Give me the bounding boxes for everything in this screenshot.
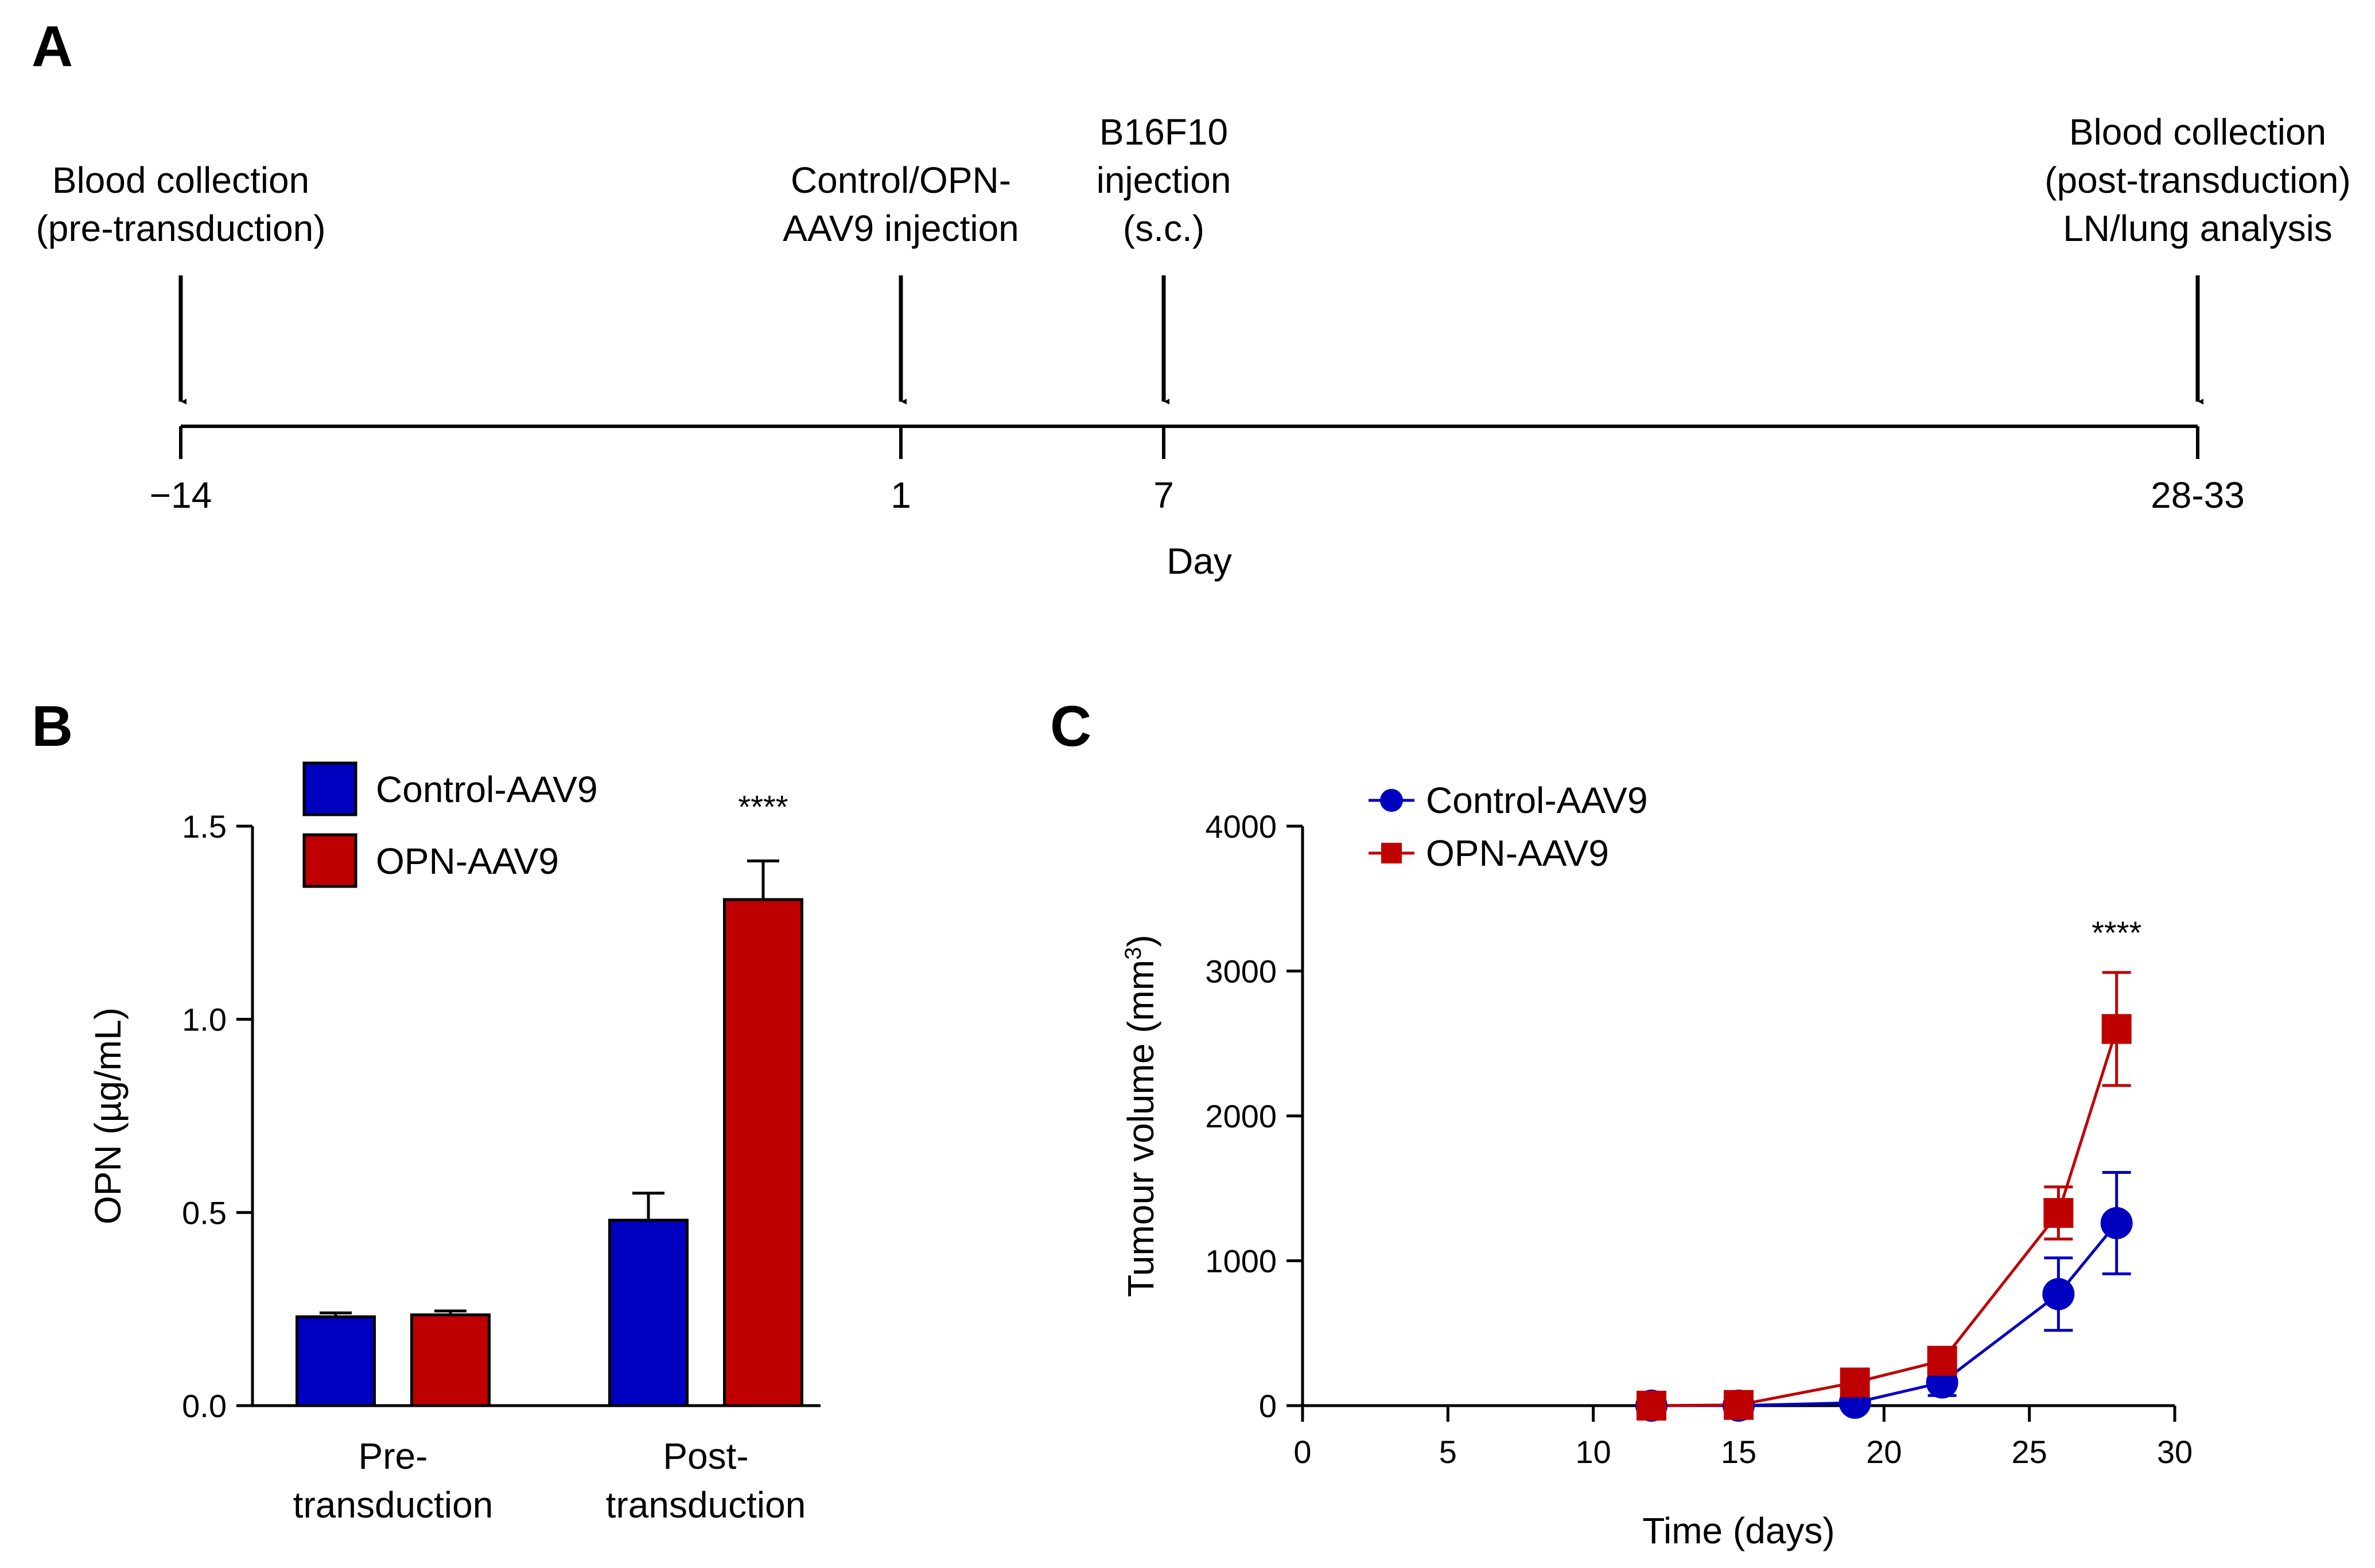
panel-b-letter: B [32, 694, 73, 758]
data-point-square [1637, 1391, 1666, 1421]
timeline-day-label: −14 [150, 474, 212, 516]
x-tick-label: 30 [2157, 1434, 2193, 1470]
bar-opn-aav9 [723, 898, 803, 1407]
x-axis-ticks: 0 5 10 15 20 25 30 [1293, 1406, 2193, 1470]
y-tick-label: 1.0 [182, 1002, 227, 1038]
legend-label: OPN-AAV9 [376, 841, 559, 882]
x-category-label-line: transduction [606, 1484, 806, 1526]
y-tick-label: 3000 [1205, 954, 1277, 990]
y-tick-label: 0.5 [182, 1195, 227, 1231]
panel-c: C 0 1000 2000 3000 4000 0 5 10 15 20 25 30 Tumour … [1050, 694, 2193, 1551]
significance-stars: **** [738, 789, 788, 825]
y-axis-title-superscript: 3 [1121, 947, 1146, 960]
panel-a: A Blood collection (pre-transduction) −14 C… [32, 14, 2351, 582]
panel-c-letter: C [1050, 694, 1091, 758]
y-tick-label: 0 [1259, 1388, 1277, 1424]
timeline-event-label-line: (pre-transduction) [36, 208, 325, 249]
timeline-event-label-line: Blood collection [52, 159, 309, 201]
timeline-day-label: 1 [891, 474, 911, 516]
significance-stars: **** [2092, 915, 2141, 951]
timeline-event-label-line: (post-transduction) [2044, 159, 2351, 201]
legend-label: OPN-AAV9 [1426, 832, 1609, 874]
significance-annotations: **** [738, 789, 788, 825]
timeline-events: Blood collection (pre-transduction) −14 Con… [36, 111, 2350, 516]
y-tick-label: 1.5 [182, 808, 227, 845]
x-tick-label: 15 [1721, 1434, 1756, 1470]
x-tick-label: 10 [1576, 1434, 1611, 1470]
bars [296, 859, 803, 1407]
legend-swatch [302, 833, 357, 888]
bar-opn-aav9 [410, 1313, 491, 1407]
y-axis-ticks: 0.0 0.5 1.0 1.5 [182, 808, 252, 1424]
x-tick-label: 20 [1866, 1434, 1902, 1470]
y-tick-label: 4000 [1205, 808, 1277, 845]
panel-a-letter: A [32, 14, 73, 79]
legend-label: Control-AAV9 [376, 769, 598, 810]
y-axis-ticks: 0 1000 2000 3000 4000 [1205, 808, 1303, 1424]
x-category-label-line: transduction [293, 1484, 493, 1526]
significance-annotations: **** [2092, 915, 2141, 951]
timeline-event-label-line: LN/lung analysis [2063, 208, 2333, 249]
bar-control-aav9 [296, 1315, 376, 1407]
data-point-square [1927, 1345, 1957, 1376]
data-point-square [2101, 1014, 2132, 1044]
data-point-circle [2100, 1207, 2133, 1239]
x-axis-category-labels: Pre-transduction Post-transduction [293, 1435, 806, 1526]
panel-b: B 0.0 0.5 1.0 1.5 OPN (µg/mL) Pre-transduct… [32, 694, 821, 1526]
legend-swatch [302, 761, 357, 816]
timeline-event-label-line: B16F10 [1099, 111, 1228, 153]
timeline-event-label-line: Control/OPN- [791, 159, 1011, 201]
line-chart: 0 1000 2000 3000 4000 0 5 10 15 20 25 30 Tumour vo… [1120, 780, 2193, 1551]
timeline-event-label-line: AAV9 injection [783, 208, 1019, 249]
series-line-control-aav9 [1651, 1222, 2118, 1407]
legend: Control-AAV9 OPN-AAV9 [1369, 780, 1648, 874]
timeline-event-label-line: injection [1097, 159, 1231, 201]
data-point-square [1724, 1390, 1754, 1420]
x-tick-label: 25 [2012, 1434, 2047, 1470]
x-axis-title: Time (days) [1642, 1510, 1834, 1551]
legend-marker-square [1381, 843, 1402, 863]
timeline-axis-label: Day [1167, 540, 1232, 582]
data-point-square [1840, 1367, 1870, 1398]
data-point-square [2043, 1198, 2074, 1228]
legend-label: Control-AAV9 [1426, 780, 1648, 821]
y-axis-title-end: ) [1120, 935, 1161, 947]
bar-chart: 0.0 0.5 1.0 1.5 OPN (µg/mL) Pre-transductio… [87, 761, 821, 1526]
data-point-circle [2042, 1278, 2075, 1310]
y-tick-label: 2000 [1205, 1098, 1277, 1134]
timeline-event-label-line: (s.c.) [1123, 208, 1204, 249]
timeline-day-label: 28-33 [2151, 474, 2245, 516]
x-tick-label: 0 [1293, 1434, 1311, 1470]
timeline-day-label: 7 [1153, 474, 1174, 516]
y-tick-label: 0.0 [182, 1388, 227, 1424]
x-tick-label: 5 [1439, 1434, 1457, 1470]
legend: Control-AAV9 OPN-AAV9 [302, 761, 598, 888]
bar-control-aav9 [608, 1219, 689, 1407]
legend-marker-circle [1380, 789, 1403, 812]
y-axis-title: OPN (µg/mL) [87, 1007, 129, 1224]
x-category-label-line: Post- [663, 1435, 748, 1477]
y-axis-title-main: Tumour volume (mm [1120, 960, 1161, 1297]
series [1635, 971, 2133, 1422]
y-axis-title: Tumour volume (mm3) [1120, 935, 1161, 1297]
timeline-event-label-line: Blood collection [2069, 111, 2326, 153]
y-tick-label: 1000 [1205, 1243, 1277, 1279]
x-category-label-line: Pre- [359, 1435, 428, 1477]
